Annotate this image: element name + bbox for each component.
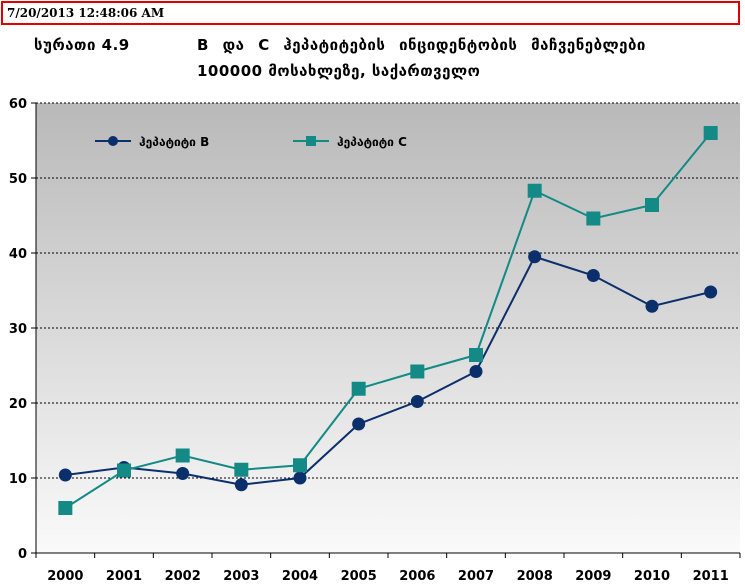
series-1	[58, 250, 718, 492]
data-point	[117, 463, 131, 478]
data-point	[586, 269, 600, 282]
x-tick-label: 2000	[47, 569, 83, 584]
series-line	[64, 132, 712, 509]
legend-label: ჰეპატიტი B	[139, 135, 209, 149]
data-point	[351, 381, 366, 396]
chart-title-line1: B და C ჰეპატიტების ინციდენტობის მაჩვენებ…	[197, 36, 646, 54]
x-tick-label: 2006	[399, 569, 435, 584]
data-point	[527, 183, 542, 198]
x-tick-label: 2007	[458, 569, 494, 584]
data-point	[234, 478, 248, 492]
x-tick-label: 2008	[517, 569, 553, 584]
data-point	[469, 348, 483, 362]
timestamp-box: 7/20/2013 12:48:06 AM	[1, 1, 740, 25]
data-point	[293, 458, 307, 473]
data-point	[645, 299, 659, 313]
series-2	[58, 126, 718, 515]
legend-item-1: ჰეპატიტი B	[95, 135, 209, 149]
x-tick-label: 2001	[106, 569, 142, 584]
x-tick-label: 2004	[282, 569, 318, 584]
x-tick-label: 2011	[693, 569, 729, 584]
y-tick-label: 60	[9, 97, 27, 112]
legend-label: ჰეპატიტი C	[337, 135, 407, 149]
data-point	[58, 468, 72, 482]
x-tick-label: 2005	[341, 569, 377, 584]
y-tick-label: 30	[9, 322, 27, 337]
data-point	[352, 417, 366, 431]
data-point	[234, 462, 249, 477]
data-point	[586, 211, 601, 226]
data-point	[176, 467, 190, 480]
data-point	[704, 285, 718, 299]
data-point	[469, 365, 483, 378]
y-tick-label: 0	[18, 547, 27, 562]
chart-figure-label: სურათი 4.9	[34, 36, 130, 54]
x-tick-label: 2002	[165, 569, 201, 584]
x-tick-label: 2010	[634, 569, 670, 584]
x-tick-label: 2003	[223, 569, 259, 584]
x-tick-label: 2009	[575, 569, 611, 584]
data-point	[410, 395, 424, 408]
data-point	[410, 364, 425, 379]
data-point	[528, 250, 542, 264]
y-tick-label: 20	[9, 397, 27, 412]
series-line	[65, 255, 711, 486]
data-point	[58, 501, 73, 515]
data-point	[293, 471, 307, 485]
y-tick-label: 50	[9, 172, 27, 187]
legend-marker	[108, 136, 118, 146]
data-point	[645, 198, 659, 212]
legend-item-2: ჰეპატიტი C	[293, 135, 407, 149]
timestamp: 7/20/2013 12:48:06 AM	[7, 6, 165, 20]
data-point	[703, 126, 718, 140]
y-tick-label: 40	[9, 247, 27, 262]
y-tick-label: 10	[9, 472, 27, 487]
legend-marker	[306, 136, 316, 146]
data-point	[175, 448, 190, 463]
chart-title-line2: 100000 მოსახლეზე, საქართველო	[197, 62, 481, 80]
